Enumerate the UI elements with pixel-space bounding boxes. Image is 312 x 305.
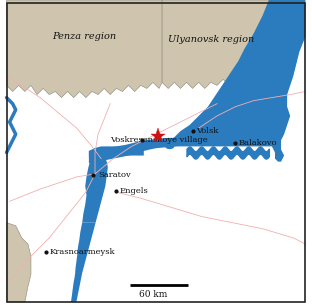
Polygon shape	[162, 0, 281, 88]
Ellipse shape	[165, 144, 174, 149]
Text: Krasnoarmeysk: Krasnoarmeysk	[50, 248, 115, 256]
Polygon shape	[7, 223, 31, 302]
Text: Penza region: Penza region	[52, 32, 116, 41]
Text: Balakovo: Balakovo	[238, 139, 277, 147]
Polygon shape	[144, 0, 305, 162]
Text: Ulyanovsk region: Ulyanovsk region	[168, 35, 254, 44]
Text: Volsk: Volsk	[196, 127, 219, 135]
Polygon shape	[82, 154, 108, 223]
Text: Saratov: Saratov	[98, 171, 131, 179]
Text: Engels: Engels	[120, 187, 149, 195]
Polygon shape	[7, 0, 162, 98]
Polygon shape	[71, 273, 82, 302]
Polygon shape	[75, 223, 95, 273]
Polygon shape	[89, 138, 187, 163]
Text: Voskresenskoye village: Voskresenskoye village	[110, 136, 208, 144]
Polygon shape	[89, 146, 144, 157]
Text: 60 km: 60 km	[139, 290, 167, 300]
